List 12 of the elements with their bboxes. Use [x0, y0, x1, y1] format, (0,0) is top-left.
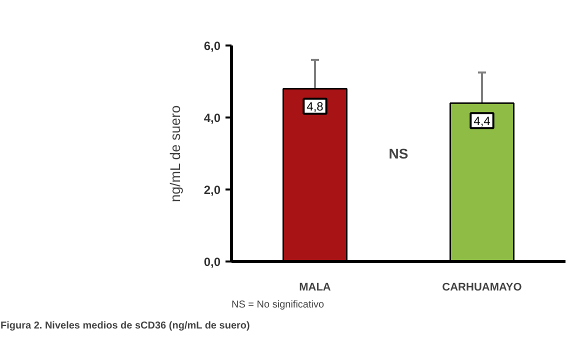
x-tick-label: CARHUAMAYO [442, 282, 522, 294]
y-tick-label: 0,0 [204, 255, 221, 269]
data-label: 4,4 [474, 114, 491, 128]
y-tick-label: 2,0 [204, 183, 221, 197]
text: Figura 2. Niveles medios de sCD36 (ng/mL de suero) [0, 320, 250, 332]
annotation: NS [388, 146, 408, 162]
x-tick-label: MALA [299, 282, 331, 294]
text: NS = No significativo [232, 300, 324, 310]
y-tick-label: 6,0 [204, 39, 221, 53]
y-axis-title: ng/mL de suero [166, 105, 183, 202]
y-tick-label: 4,0 [204, 111, 221, 125]
data-label: 4,8 [306, 100, 324, 114]
